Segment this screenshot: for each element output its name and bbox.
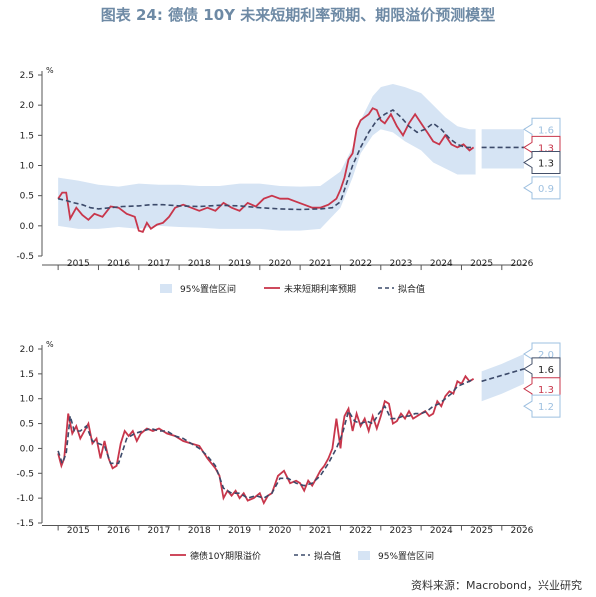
y-tick-label: 1.0: [20, 162, 35, 172]
x-tick-label: 2017: [148, 526, 171, 536]
legend-label: 德债10Y期限溢价: [190, 550, 261, 562]
x-tick-label: 2023: [390, 259, 413, 269]
y-tick-label: 0.5: [20, 420, 34, 430]
y-tick-label: 1.5: [20, 131, 34, 141]
y-tick-label: 2.0: [20, 101, 35, 111]
x-tick-label: 2019: [228, 526, 251, 536]
unit-label: %: [46, 340, 54, 349]
x-tick-label: 2018: [188, 526, 211, 536]
x-tick-label: 2023: [390, 526, 413, 536]
y-tick-label: 0.0: [20, 444, 35, 454]
source-note: 资料来源：Macrobond，兴业研究: [411, 579, 582, 592]
chart-term-premium: 2.0 1.5 1.0 0.5 0.0 -0.5 -1.0 -1.5% 2015 2016 2017…: [16, 340, 561, 562]
legend-swatch-band: [358, 551, 370, 560]
x-tick-label: 2016: [107, 259, 130, 269]
y-tick-label: 1.5: [20, 370, 34, 380]
value-callout-box: [523, 176, 561, 200]
series-line-fitted: [57, 378, 475, 499]
value-callout-label: 1.2: [538, 402, 554, 413]
x-tick-label: 2016: [107, 526, 130, 536]
y-tick-label: -1.0: [16, 494, 34, 504]
legend-label: 95%置信区间: [378, 550, 434, 562]
x-tick-label: 2021: [309, 526, 332, 536]
value-callout-box: [523, 357, 561, 381]
confidence-band: [481, 353, 524, 402]
value-callout-box: [523, 394, 561, 418]
y-tick-label: -0.5: [16, 252, 34, 262]
value-callout-label: 1.6: [538, 365, 554, 376]
confidence-band: [58, 84, 476, 231]
x-tick-label: 2025: [470, 526, 493, 536]
x-tick-label: 2024: [430, 526, 453, 536]
forecast-confidence-band: [481, 129, 524, 169]
value-callout-label: 1.3: [538, 158, 554, 169]
x-tick-label: 2025: [470, 259, 493, 269]
x-tick-label: 2022: [349, 259, 372, 269]
x-tick-label: 2017: [148, 259, 171, 269]
value-callout-label: 0.9: [538, 184, 554, 195]
legend-label: 拟合值: [314, 550, 341, 562]
legend-label: 95%置信区间: [180, 283, 236, 295]
legend-swatch-band: [160, 284, 172, 293]
y-tick-label: -1.5: [16, 519, 34, 529]
x-tick-label: 2024: [430, 259, 453, 269]
x-tick-label: 2019: [228, 259, 251, 269]
value-callout-label: 2.0: [538, 350, 554, 361]
chart-short-rate-expectation: 2.5 2.0 1.5 1.0 0.5 0.0 -0.5% 2015 2016 2017 2018 2…: [16, 66, 561, 295]
x-tick-label: 2020: [269, 259, 292, 269]
legend-label: 未来短期利率预期: [284, 283, 356, 295]
x-tick-label: 2018: [188, 259, 211, 269]
x-tick-label: 2022: [349, 526, 372, 536]
unit-label: %: [46, 66, 54, 75]
y-tick-label: 2.0: [20, 345, 35, 355]
y-tick-label: 1.0: [20, 395, 35, 405]
x-tick-label: 2015: [67, 526, 90, 536]
x-tick-label: 2021: [309, 259, 332, 269]
series-line-fitted: [481, 368, 525, 383]
value-callout-label: 1.3: [538, 385, 554, 396]
y-tick-label: -0.5: [16, 469, 34, 479]
x-tick-label: 2015: [67, 259, 90, 269]
y-tick-label: 0.5: [20, 192, 34, 202]
x-tick-label: 2026: [511, 259, 534, 269]
page-title: 图表 24: 德债 10Y 未来短期利率预期、期限溢价预测模型: [100, 6, 496, 24]
legend-label: 拟合值: [398, 283, 425, 295]
value-callout-box: [523, 150, 561, 174]
series-line-fitted: [57, 109, 474, 211]
value-callout-label: 1.6: [538, 125, 554, 136]
y-tick-label: 0.0: [20, 222, 35, 232]
value-callout-label: 1.3: [538, 143, 554, 154]
x-tick-label: 2026: [511, 526, 534, 536]
y-tick-label: 2.5: [20, 71, 34, 81]
x-tick-label: 2020: [269, 526, 292, 536]
series-line-actual: [57, 374, 475, 506]
